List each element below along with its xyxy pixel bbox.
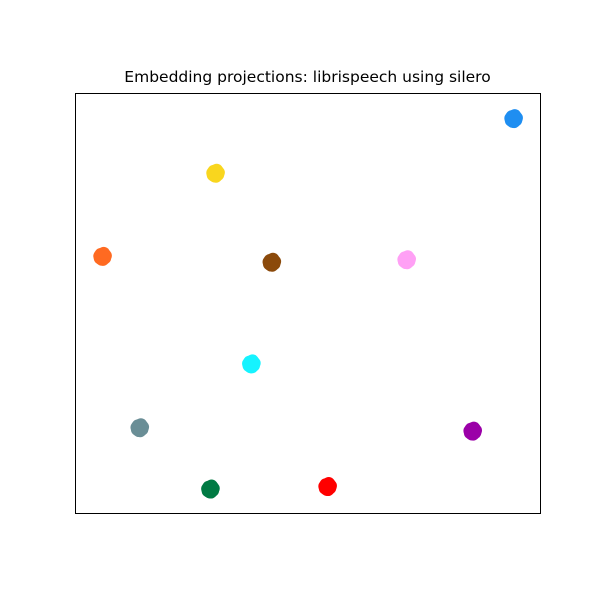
cluster-0: [504, 109, 523, 129]
data-point: [97, 246, 110, 260]
cluster-6: [130, 418, 150, 438]
data-point: [134, 418, 148, 431]
cluster-5: [242, 354, 261, 374]
data-point: [508, 109, 521, 122]
chart-title: Embedding projections: librispeech using…: [124, 68, 491, 86]
data-point: [210, 163, 223, 177]
axes-frame: [75, 93, 541, 514]
data-point: [266, 252, 280, 266]
data-point: [401, 250, 414, 263]
data-points: [93, 109, 523, 499]
cluster-8: [201, 479, 220, 499]
cluster-4: [397, 250, 416, 270]
data-point: [467, 421, 481, 434]
data-point: [205, 479, 218, 492]
cluster-9: [318, 477, 337, 497]
cluster-1: [206, 163, 225, 183]
data-point: [322, 477, 335, 490]
data-point: [246, 354, 259, 367]
cluster-3: [262, 252, 282, 272]
cluster-7: [463, 421, 483, 441]
cluster-2: [93, 246, 112, 266]
